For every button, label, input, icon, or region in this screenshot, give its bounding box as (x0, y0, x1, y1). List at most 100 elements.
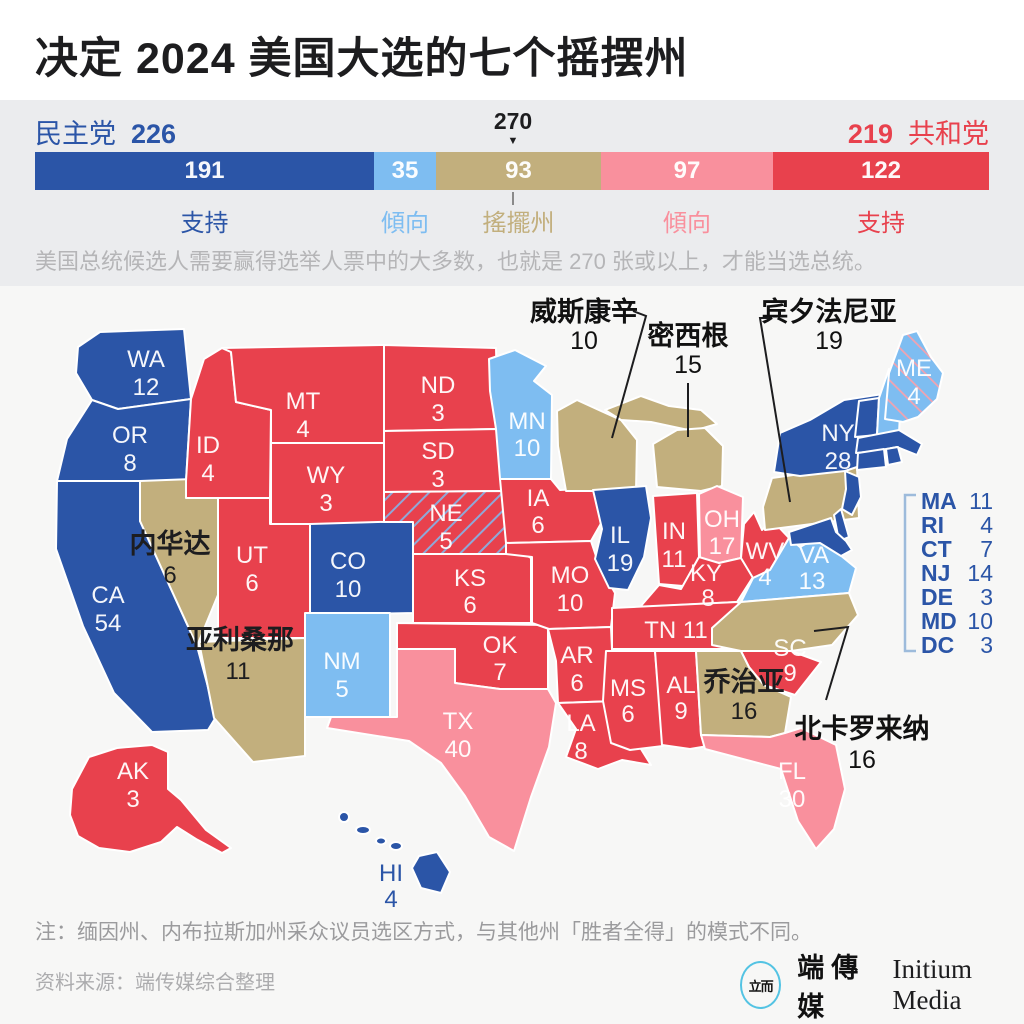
state-label: TN 11 (644, 617, 708, 644)
state-label: 6 (245, 570, 258, 597)
east-list-votes: 3 (980, 584, 993, 610)
state-label: 9 (783, 660, 796, 687)
rep-total: 219 共和党 (848, 112, 989, 151)
swing-state-label: 乔治亚 (703, 667, 785, 697)
label-rep-solid: 支持 (857, 210, 905, 237)
state-hi-island (389, 841, 403, 851)
state-il (592, 485, 652, 591)
state-label: NE (429, 500, 462, 527)
state-hi-island (338, 811, 350, 823)
callout-michigan-votes: 15 (674, 351, 702, 379)
state-label: 4 (296, 416, 309, 443)
state-nj (841, 470, 862, 516)
state-ct (856, 448, 887, 471)
state-label: MT (286, 388, 321, 415)
state-mi (652, 427, 724, 492)
state-label: OK (483, 632, 518, 659)
state-label: 4 (201, 460, 214, 487)
map-section: WA 12 OR 8 CA 54 ID 4 MT 4 WY 3 内华达 6 UT… (0, 286, 1024, 1024)
east-list-abbr: DE (921, 584, 953, 610)
brand-name-en: Initium Media (892, 954, 973, 1015)
east-list-votes: 11 (969, 488, 993, 514)
state-label: AL (666, 672, 695, 699)
state-label: IL (610, 522, 630, 549)
state-tx (326, 648, 557, 852)
callout-wisconsin-name: 威斯康辛 (530, 296, 638, 327)
state-label: OH (704, 506, 740, 533)
state-label: NM (323, 648, 360, 675)
swing-state-label: 内华达 (130, 528, 211, 559)
state-label: 6 (570, 670, 583, 697)
swing-state-votes: 16 (731, 698, 758, 725)
us-electoral-map: WA 12 OR 8 CA 54 ID 4 MT 4 WY 3 内华达 6 UT… (55, 296, 993, 913)
state-sc (740, 650, 822, 696)
east-list-votes: 10 (967, 608, 993, 634)
bar-segment-rep-solid: 122 (773, 152, 989, 190)
state-label: NY (821, 420, 854, 447)
state-label: OR (112, 422, 148, 449)
state-label: 6 (463, 592, 476, 619)
state-ak (69, 744, 232, 854)
state-label: WA (127, 346, 165, 373)
state-label: VA (799, 542, 829, 569)
state-label: 3 (431, 400, 444, 427)
state-label: HI (379, 860, 403, 887)
rep-party-label: 共和党 (908, 119, 989, 149)
state-label: 4 (758, 564, 771, 591)
state-label: 4 (907, 383, 920, 410)
state-label: 6 (531, 512, 544, 539)
east-list-votes: 14 (967, 560, 993, 586)
swing-state-votes: 6 (163, 562, 176, 589)
east-list-abbr: NJ (921, 560, 950, 586)
state-fl (700, 727, 846, 850)
logo-glyph: 立而 (748, 978, 774, 994)
dem-total: 民主党 226 (35, 112, 176, 151)
state-label: TX (443, 708, 474, 735)
bar-segment-rep-lean: 97 (601, 152, 773, 190)
state-label: 17 (709, 533, 736, 560)
state-ky (639, 556, 754, 608)
state-md (788, 517, 853, 557)
state-label: 13 (799, 568, 826, 595)
state-label: 3 (126, 786, 139, 813)
state-label: ME (896, 355, 932, 382)
callout-north-carolina-name: 北卡罗来纳 (795, 713, 930, 744)
state-label: 5 (335, 676, 348, 703)
state-label: ID (196, 432, 220, 459)
swing-state-votes: 11 (226, 658, 251, 685)
state-label: CA (91, 582, 124, 609)
callout-line-pennsylvania (758, 317, 791, 503)
state-label: KS (454, 565, 486, 592)
state-vt (854, 397, 880, 438)
east-list-abbr: MA (921, 488, 957, 514)
state-label: FL (778, 758, 806, 785)
bar-segment-dem-solid: 191 (35, 152, 374, 190)
state-label: MO (551, 562, 590, 589)
state-label: 8 (574, 738, 587, 765)
electoral-bar: 191 35 93 97 122 (35, 152, 989, 190)
bar-segment-labels: 支持 傾向 搖擺州 傾向 支持 (35, 203, 989, 238)
state-ri (885, 446, 903, 466)
state-label: 12 (133, 374, 160, 401)
state-va (740, 536, 857, 603)
callout-line-wisconsin (611, 310, 648, 439)
state-label: 28 (825, 448, 852, 475)
state-label: 8 (701, 585, 714, 612)
callout-pennsylvania-votes: 19 (815, 327, 843, 355)
label-dem-lean: 傾向 (381, 210, 429, 237)
threshold-arrow-icon: ▼ (507, 135, 519, 147)
state-label: MS (610, 675, 646, 702)
state-label: 3 (431, 466, 444, 493)
state-label: 3 (319, 490, 332, 517)
bar-segment-dem-lean: 35 (374, 152, 436, 190)
state-mn (488, 349, 553, 480)
state-hi-island (375, 836, 387, 846)
callout-wisconsin-votes: 10 (570, 327, 598, 355)
bar-segment-swing: 93 (436, 152, 601, 190)
label-dem-solid: 支持 (180, 210, 229, 237)
footnote: 注：缅因州、内布拉斯加州采众议员选区方式，与其他州「胜者全得」的模式不同。 (35, 921, 812, 944)
state-label: LA (566, 710, 595, 737)
dem-total-value: 226 (131, 119, 177, 149)
state-label: WY (307, 462, 346, 489)
source-line: 资料来源：端传媒综合整理 (35, 972, 275, 994)
